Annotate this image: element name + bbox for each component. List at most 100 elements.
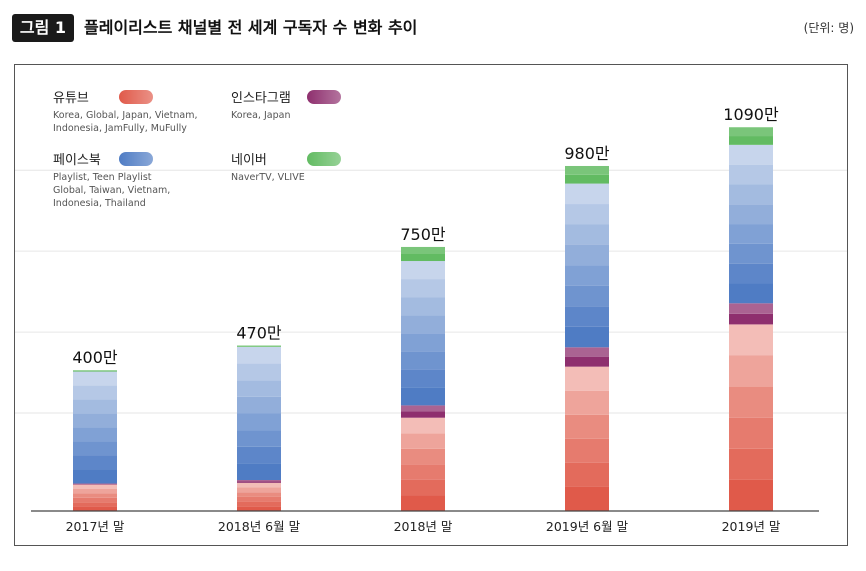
bar-segment: [565, 356, 609, 367]
bar-segment: [401, 279, 445, 298]
bar-segment: [401, 333, 445, 352]
figure-badge: 그림 1: [12, 14, 74, 42]
figure-header: 그림 1 플레이리스트 채널별 전 세계 구독자 수 변화 추이 (단위: 명): [12, 14, 854, 42]
bar-segment: [401, 351, 445, 370]
bar-segment: [565, 183, 609, 205]
legend-swatch: [307, 152, 341, 166]
bar-segment: [73, 502, 117, 507]
bar-segment: [73, 370, 117, 371]
x-tick-label: 2018년 6월 말: [218, 519, 301, 534]
bar-segment: [401, 405, 445, 412]
total-label: 400만: [72, 348, 118, 367]
bar-segment: [729, 184, 773, 205]
x-tick-label: 2018년 말: [394, 519, 453, 534]
bar-segment: [73, 371, 117, 386]
total-label: 750만: [400, 225, 446, 244]
bar-segment: [729, 283, 773, 304]
total-label: 980만: [564, 144, 610, 163]
bar-segment: [729, 355, 773, 387]
bar-segment: [565, 486, 609, 511]
bar-segment: [729, 313, 773, 325]
legend-description: Korea, Global, Japan, Vietnam, Indonesia,…: [53, 110, 198, 134]
legend-swatch: [119, 90, 153, 104]
bar-segment: [401, 315, 445, 334]
bar-segment: [565, 326, 609, 348]
bar-segment: [729, 303, 773, 314]
bar-segment: [565, 244, 609, 266]
bar-segment: [73, 484, 117, 489]
bar-segment: [565, 390, 609, 415]
bar-segment: [237, 480, 281, 482]
legend-label: 유튜브: [53, 91, 89, 106]
bar-segment: [237, 481, 281, 483]
bar-segment: [237, 501, 281, 507]
bar-segment: [401, 448, 445, 465]
x-tick-label: 2017년 말: [66, 519, 125, 534]
bar-segment: [401, 387, 445, 406]
legend-label: 페이스북: [53, 153, 101, 168]
bar-segment: [237, 396, 281, 414]
bar-segment: [565, 414, 609, 439]
bar-segment: [237, 346, 281, 364]
bar-segment: [237, 496, 281, 502]
total-label: 470만: [236, 324, 282, 343]
bar-segment: [729, 127, 773, 137]
bar-segment: [729, 136, 773, 145]
bar-segment: [401, 464, 445, 480]
bar-segment: [729, 448, 773, 480]
bar-segment: [565, 165, 609, 175]
bar-segment: [565, 174, 609, 184]
bar-segment: [401, 495, 445, 511]
legend-label: 네이버: [231, 153, 267, 168]
bar-segment: [73, 370, 117, 372]
bar-segment: [237, 380, 281, 397]
bar-segment: [73, 506, 117, 511]
bar-segment: [565, 285, 609, 307]
bar-segment: [237, 446, 281, 464]
legend-description: NaverTV, VLIVE: [231, 172, 305, 183]
bar-segment: [237, 492, 281, 497]
bar-segment: [729, 386, 773, 418]
bar-segment: [237, 346, 281, 347]
bar-segment: [401, 433, 445, 449]
bar-segment: [237, 463, 281, 481]
x-tick-label: 2019년 말: [722, 519, 781, 534]
bar-segment: [565, 462, 609, 487]
bar-segment: [401, 369, 445, 388]
bar-segment: [237, 363, 281, 381]
bar-segment: [237, 487, 281, 493]
legend-description: Korea, Japan: [231, 110, 291, 121]
bar-segment: [729, 417, 773, 449]
bar-segment: [73, 483, 117, 485]
bar-segment: [565, 306, 609, 327]
x-tick-label: 2019년 6월 말: [546, 519, 629, 534]
bar-segment: [237, 482, 281, 488]
bar-segment: [73, 427, 117, 442]
bar-segment: [565, 265, 609, 286]
bar-segment: [401, 297, 445, 316]
bar-segment: [73, 484, 117, 485]
bar-segment: [565, 347, 609, 357]
bar-segment: [401, 479, 445, 496]
legend-label: 인스타그램: [231, 91, 291, 106]
bar-segment: [73, 493, 117, 498]
bar-segment: [73, 469, 117, 484]
bar-segment: [73, 455, 117, 470]
bar-segment: [237, 430, 281, 447]
bar-segment: [729, 324, 773, 356]
bar-segment: [73, 385, 117, 400]
bar-segment: [73, 399, 117, 414]
bar-segment: [401, 261, 445, 280]
unit-label: (단위: 명): [803, 21, 854, 35]
bar-segment: [401, 411, 445, 418]
total-label: 1090만: [723, 105, 779, 124]
bar-segment: [73, 497, 117, 503]
bar-segment: [729, 479, 773, 511]
bar-segment: [73, 441, 117, 456]
bar-segment: [729, 243, 773, 264]
bar-segment: [565, 366, 609, 391]
bar-segment: [401, 246, 445, 254]
stacked-bar-chart: 400만 2017년 말 470만 2018년 6월 말 750만 2018년 말 980만…: [15, 105, 847, 534]
bar-segment: [237, 345, 281, 347]
bar-segment: [729, 144, 773, 165]
